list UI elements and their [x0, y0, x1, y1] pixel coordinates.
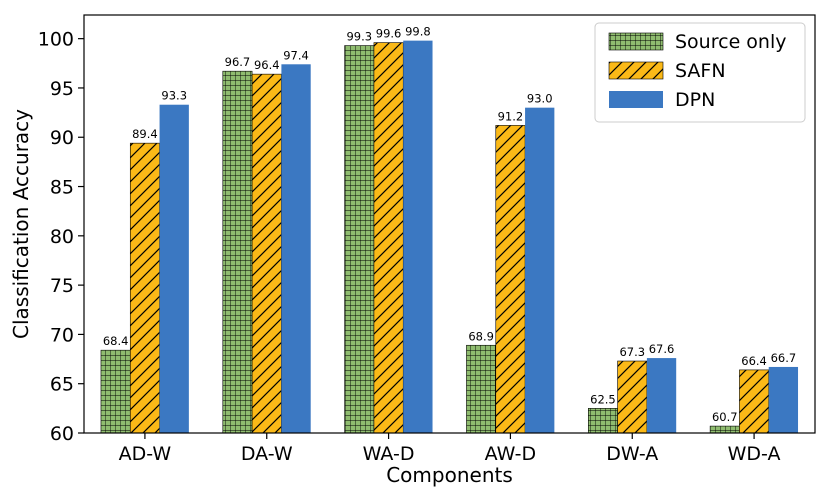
bar-safn-aw-d	[495, 125, 526, 434]
legend-swatch	[608, 32, 664, 51]
y-tick-label: 90	[50, 127, 74, 149]
bar-dpn-ad-w	[159, 104, 189, 434]
data-label: 67.6	[649, 342, 675, 356]
legend-label: DPN	[675, 89, 715, 111]
data-label: 93.0	[527, 92, 553, 106]
bar-safn-wa-d	[373, 42, 404, 434]
data-label: 93.3	[161, 89, 187, 103]
bar-source-only-ad-w	[100, 349, 131, 434]
x-tick-label: WD-A	[728, 443, 781, 465]
y-tick-label: 70	[50, 324, 74, 346]
x-tick-label: AW-D	[485, 443, 536, 465]
data-label: 99.8	[405, 25, 431, 39]
data-label: 66.4	[741, 354, 767, 368]
y-tick-label: 85	[50, 177, 74, 199]
data-label: 99.3	[346, 30, 372, 44]
y-tick-label: 60	[50, 423, 74, 445]
bar-dpn-dw-a	[646, 358, 677, 433]
data-label: 67.3	[619, 345, 645, 359]
data-label: 96.4	[254, 58, 280, 72]
legend-swatch	[609, 91, 663, 108]
bar-safn-dw-a	[617, 360, 648, 434]
y-axis-title: Classification Accuracy	[9, 109, 33, 339]
legend-label: SAFN	[675, 60, 726, 82]
bar-dpn-wd-a	[768, 366, 799, 433]
y-tick-label: 75	[50, 275, 74, 297]
bar-source-only-wa-d	[344, 45, 375, 434]
data-label: 99.6	[376, 27, 402, 41]
x-tick-label: AD-W	[119, 443, 172, 465]
y-axis: 60 65 70 75 80 85 90 95 100	[38, 29, 84, 445]
x-tick-label: WA-D	[363, 443, 415, 465]
bar-dpn-aw-d	[525, 107, 555, 434]
bar-source-only-aw-d	[466, 344, 497, 434]
data-label: 96.7	[225, 55, 251, 69]
bar-source-only-wd-a	[709, 425, 740, 434]
data-label: 97.4	[283, 48, 309, 62]
data-label: 91.2	[498, 109, 524, 123]
data-label: 60.7	[712, 410, 738, 424]
data-labels: 68.4 89.4 93.3 96.7 96.497.4 99.3 99.6 99.8 68.9…	[103, 25, 796, 424]
bar-dpn-da-w	[281, 64, 311, 433]
x-tick-label: DW-A	[606, 443, 658, 465]
y-tick-label: 100	[38, 29, 74, 51]
bar-safn-da-w	[251, 73, 282, 434]
data-label: 68.4	[103, 334, 129, 348]
y-tick-label: 95	[50, 78, 74, 100]
legend-label: Source only	[675, 31, 787, 53]
x-axis-title: Components	[386, 463, 513, 487]
data-label: 62.5	[590, 392, 616, 406]
x-tick-label: DA-W	[241, 443, 293, 465]
plot-frame	[83, 14, 816, 434]
data-label: 89.4	[132, 127, 158, 141]
bar-safn-wd-a	[739, 369, 770, 434]
legend: Source only SAFN DPN	[594, 22, 806, 123]
legend-swatch	[608, 61, 664, 80]
y-tick-label: 80	[50, 226, 74, 248]
bar-source-only-da-w	[222, 70, 253, 434]
x-axis: AD-W DA-W WA-D AW-D DW-A WD-A	[119, 433, 781, 465]
bar-dpn-wa-d	[403, 40, 433, 433]
bar-safn-ad-w	[129, 142, 160, 434]
y-tick-label: 65	[50, 374, 74, 396]
data-label: 68.9	[468, 329, 494, 343]
bar-source-only-dw-a	[587, 408, 618, 434]
plot-bars	[100, 40, 799, 434]
data-label: 66.7	[771, 351, 797, 365]
